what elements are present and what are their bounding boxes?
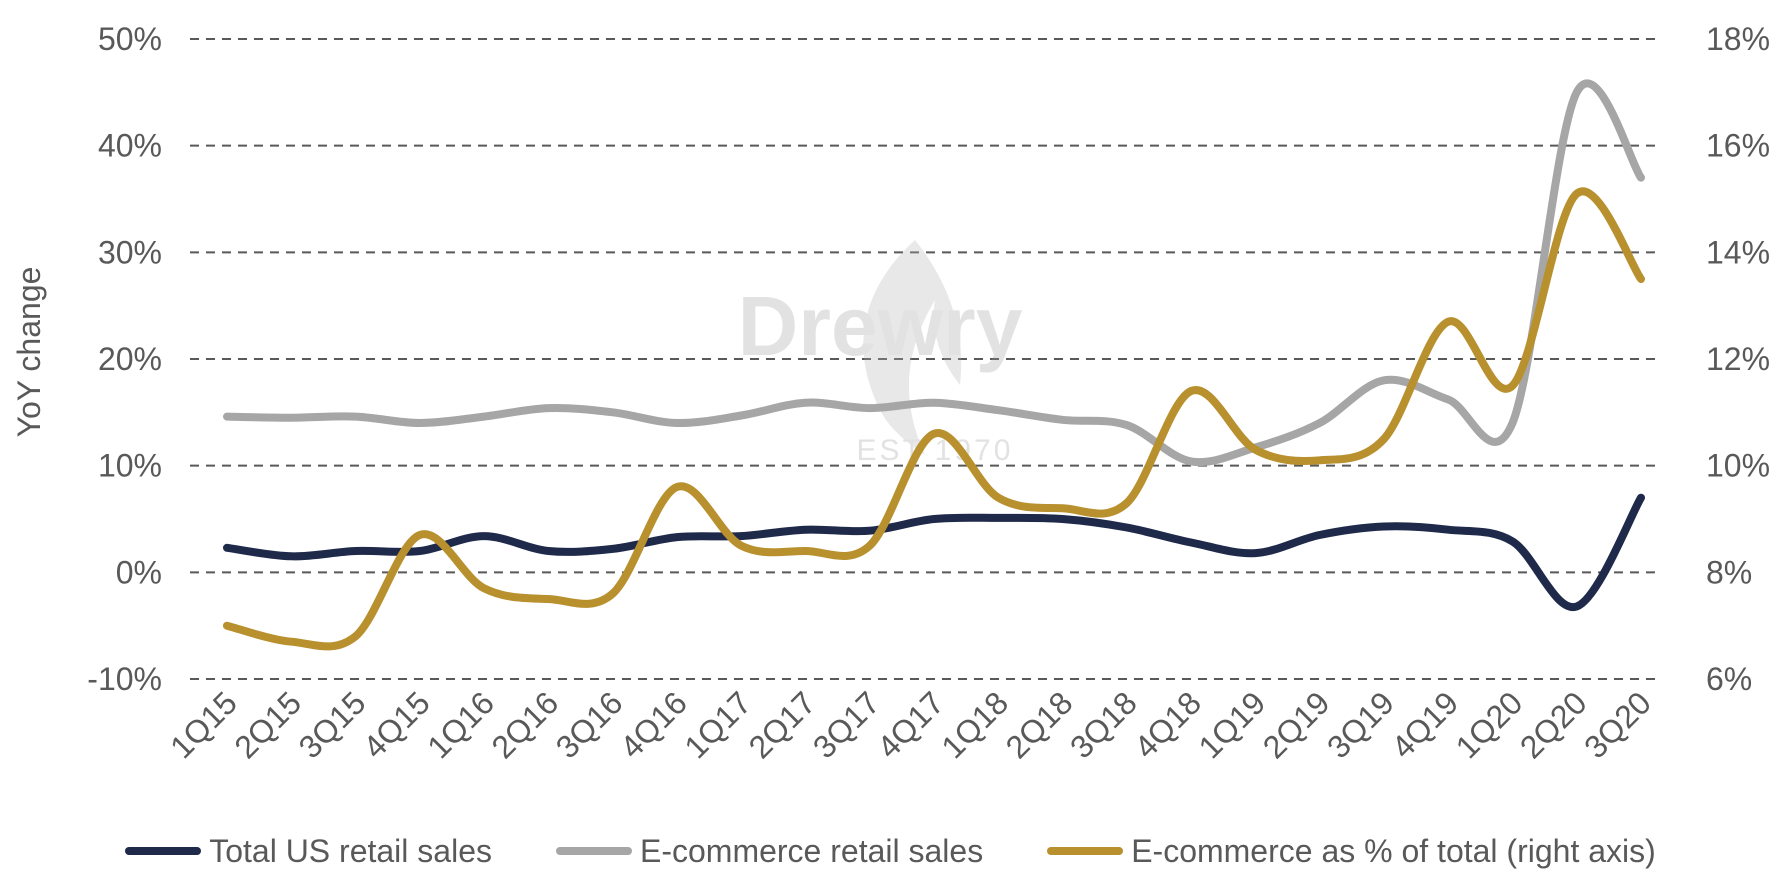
x-axis-tick-label: 1Q17 xyxy=(677,684,758,765)
x-axis-tick-label: 2Q18 xyxy=(999,684,1080,765)
x-axis-tick-label: 3Q17 xyxy=(806,684,887,765)
right-axis-tick-label: 6% xyxy=(1706,661,1752,697)
x-axis-tick-label: 2Q20 xyxy=(1513,684,1594,765)
watermark-subtext: EST 1970 xyxy=(857,434,1014,467)
legend-swatch xyxy=(125,847,202,855)
x-axis-tick-label: 1Q16 xyxy=(420,684,501,765)
right-axis-tick-label: 10% xyxy=(1706,448,1770,484)
legend-item: E-commerce as % of total (right axis) xyxy=(1047,833,1656,870)
legend-item: Total US retail sales xyxy=(125,833,492,870)
right-axis-tick-label: 18% xyxy=(1706,21,1770,57)
x-axis-tick-label: 2Q15 xyxy=(227,684,308,765)
legend-item: E-commerce retail sales xyxy=(555,832,984,870)
left-axis-tick-label: 0% xyxy=(116,554,162,590)
left-axis-tick-label: 20% xyxy=(98,341,162,377)
legend-label: E-commerce retail sales xyxy=(639,832,984,869)
x-axis-tick-label: 2Q19 xyxy=(1256,684,1337,765)
x-axis-tick-label: 4Q17 xyxy=(870,684,951,765)
x-axis-tick-label: 4Q18 xyxy=(1127,684,1208,765)
x-axis-tick-label: 3Q19 xyxy=(1320,684,1401,765)
series-line-e-commerce-retail-sales xyxy=(223,79,1645,467)
x-axis-tick-label: 4Q15 xyxy=(356,684,437,765)
left-axis-tick-label: 40% xyxy=(98,128,162,164)
right-axis-tick-label: 12% xyxy=(1706,341,1770,377)
x-axis-tick-label: 3Q20 xyxy=(1577,684,1658,765)
y-axis-title: YoY change xyxy=(11,267,47,438)
x-axis-tick-label: 1Q20 xyxy=(1449,684,1530,765)
x-axis-tick-label: 3Q18 xyxy=(1063,684,1144,765)
x-axis-tick-label: 3Q16 xyxy=(549,684,630,765)
left-axis-tick-label: -10% xyxy=(87,661,162,697)
left-axis-tick-label: 10% xyxy=(98,448,162,484)
x-axis-tick-label: 1Q15 xyxy=(163,684,244,765)
legend-label: Total US retail sales xyxy=(209,832,492,869)
gridlines xyxy=(190,38,1660,680)
x-axis-tick-label: 4Q16 xyxy=(613,684,694,765)
flame-logo-icon xyxy=(863,240,962,455)
x-axis-tick-label: 3Q15 xyxy=(292,684,373,765)
right-axis: 6% 8% 10% 12% 14% 16% 18% xyxy=(1706,21,1770,697)
x-axis: 1Q152Q153Q154Q151Q162Q163Q164Q161Q172Q17… xyxy=(163,684,1658,765)
right-axis-tick-label: 16% xyxy=(1706,128,1770,164)
x-axis-tick-label: 4Q19 xyxy=(1384,684,1465,765)
x-axis-tick-label: 2Q17 xyxy=(742,684,823,765)
legend-swatch xyxy=(1047,847,1124,855)
series-line-e-commerce-as-of-total-right-axis xyxy=(223,187,1645,651)
x-axis-tick-label: 2Q16 xyxy=(485,684,566,765)
x-axis-tick-label: 1Q18 xyxy=(934,684,1015,765)
right-axis-tick-label: 8% xyxy=(1706,554,1752,590)
left-axis: -10% 0% 10% 20% 30% 40% 50% xyxy=(87,21,162,697)
left-axis-tick-label: 50% xyxy=(98,21,162,57)
legend: Total US retail sales E-commerce retail s… xyxy=(0,826,1781,876)
series-line-total-us-retail-sales xyxy=(223,493,1645,611)
left-axis-tick-label: 30% xyxy=(98,234,162,270)
watermark-text: Drewry xyxy=(738,279,1023,373)
series-lines xyxy=(223,79,1645,651)
legend-swatch xyxy=(555,847,632,855)
legend-label: E-commerce as % of total (right axis) xyxy=(1131,832,1656,869)
watermark: Drewry EST 1970 xyxy=(738,240,1023,467)
right-axis-tick-label: 14% xyxy=(1706,234,1770,270)
x-axis-tick-label: 1Q19 xyxy=(1192,684,1273,765)
